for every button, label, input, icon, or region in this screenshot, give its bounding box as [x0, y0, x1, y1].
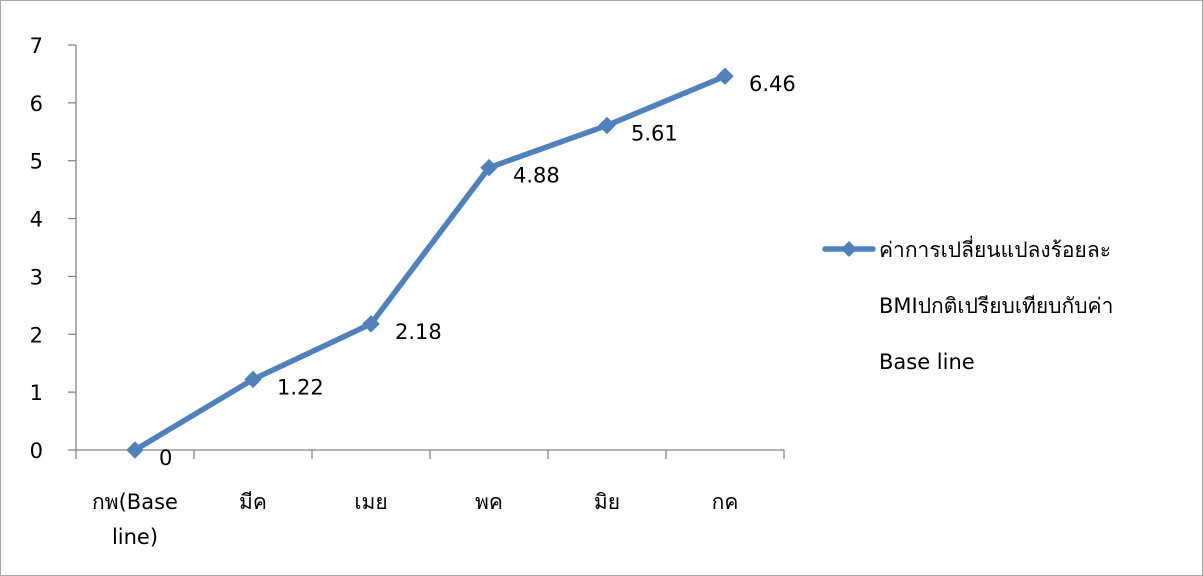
y-tick-label: 4 — [30, 208, 43, 232]
x-tick-label: เมย — [354, 490, 387, 514]
x-tick-label: กพ(Base line) — [92, 490, 178, 549]
x-tick-label: มีค — [239, 490, 267, 514]
series-line — [132, 73, 728, 453]
data-label: 6.46 — [749, 72, 796, 96]
x-tick-label-line: กพ(Base — [92, 490, 178, 514]
x-tick-label: กค — [712, 490, 739, 514]
series-line-layer — [126, 67, 734, 459]
x-tick-label: พค — [475, 490, 503, 514]
y-tick-label: 5 — [30, 150, 43, 174]
x-tick-label-line: line) — [112, 525, 158, 549]
x-tick-label-line: มิย — [594, 490, 620, 514]
data-point-marker — [362, 315, 380, 333]
legend-marker — [841, 241, 857, 257]
data-point-marker — [598, 116, 616, 135]
data-point-marker — [716, 67, 734, 85]
data-label: 0 — [159, 446, 172, 470]
x-tick-label-line: เมย — [354, 490, 387, 514]
data-label: 4.88 — [513, 164, 560, 188]
y-tick-label: 2 — [30, 323, 43, 347]
data-label: 1.22 — [277, 375, 324, 399]
data-label: 5.61 — [631, 121, 678, 145]
legend-label-line: ค่าการเปลี่ยนแปลงร้อยละ — [879, 235, 1111, 262]
x-tick-label: มิย — [594, 490, 620, 514]
y-tick-label: 0 — [30, 439, 43, 463]
legend-label-line: Base line — [879, 350, 975, 374]
x-tick-label-line: กค — [712, 490, 739, 514]
data-label: 2.18 — [395, 320, 442, 344]
y-tick-label: 6 — [30, 92, 43, 116]
x-tick-label-line: มีค — [239, 490, 267, 514]
legend-label-line: BMIปกติเปรียบเทียบกับค่า — [879, 294, 1113, 318]
data-point-marker — [480, 158, 498, 177]
axes: 0 1 2 3 4 5 6 7 กพ(Base line) มีค เมย พค มิย กค — [30, 34, 785, 549]
data-point-marker — [244, 370, 262, 389]
legend: ค่าการเปลี่ยนแปลงร้อยละ BMIปกติเปรียบเทีย… — [822, 235, 1113, 374]
y-tick-label: 7 — [30, 34, 43, 58]
y-tick-label: 1 — [30, 381, 43, 405]
legend-label: ค่าการเปลี่ยนแปลงร้อยละ BMIปกติเปรียบเทีย… — [879, 235, 1113, 374]
data-point-marker — [126, 441, 144, 459]
data-labels: 0 1.22 2.18 4.88 5.61 6.46 — [159, 72, 796, 470]
x-tick-label-line: พค — [475, 490, 503, 514]
y-tick-label: 3 — [30, 265, 43, 289]
